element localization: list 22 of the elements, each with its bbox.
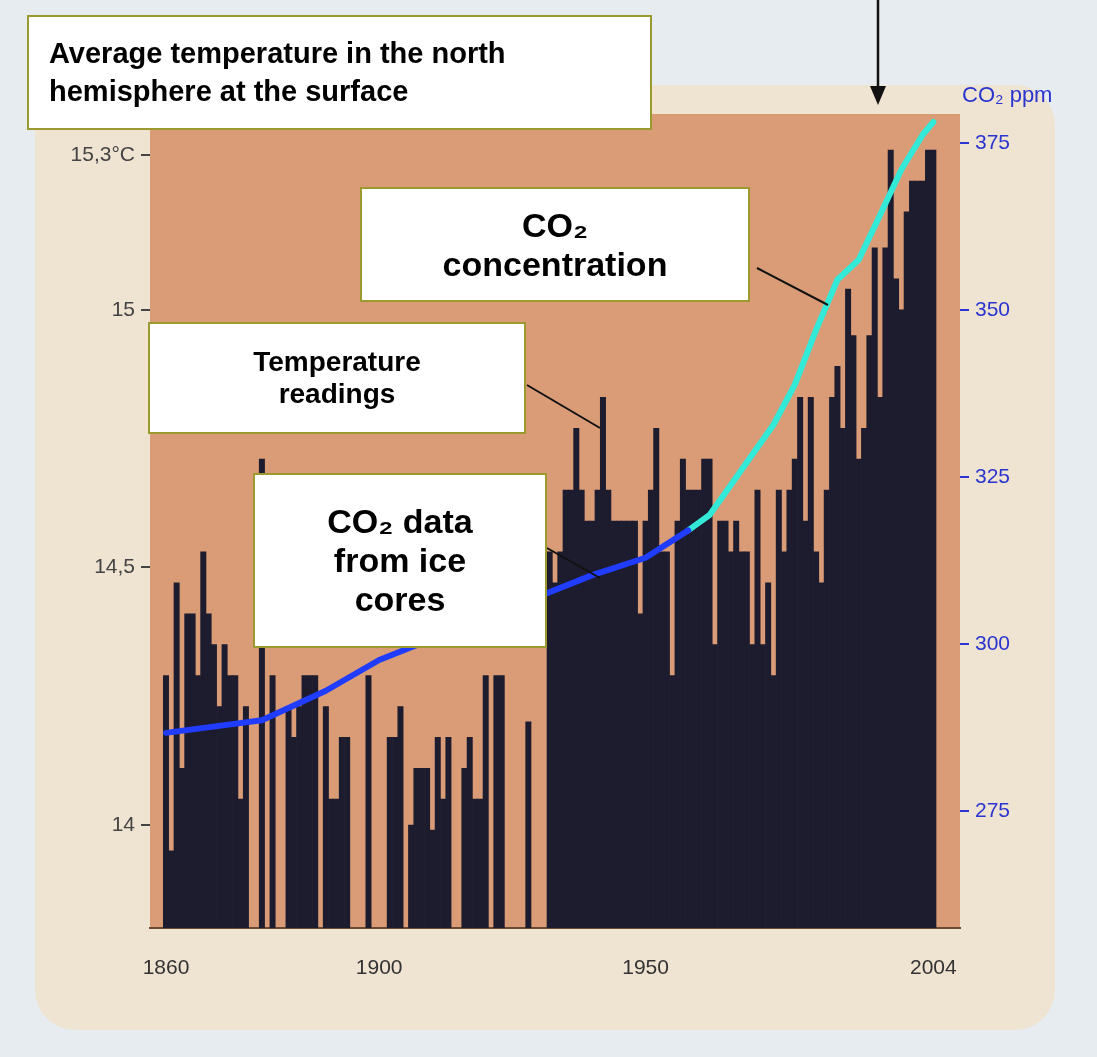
y-tick-label: 15,3°C xyxy=(70,142,135,166)
x-tick-label: 1900 xyxy=(355,955,403,979)
y2-axis-title: CO₂ ppm xyxy=(962,82,1053,108)
x-tick-label: 2004 xyxy=(910,955,958,979)
chart-title: Average temperature in the north hemisphere at the surface xyxy=(49,35,507,109)
annotation: CO₂ data from ice cores xyxy=(326,502,474,619)
label-box: CO₂ data from ice cores xyxy=(253,473,547,648)
x-tick-label: 1860 xyxy=(142,955,190,979)
x-tick-label: 1950 xyxy=(622,955,669,979)
y-tick-label: 15 xyxy=(111,296,135,320)
annotation: Temperature readings xyxy=(252,346,422,410)
y-tick-label: 14,5 xyxy=(94,554,135,578)
y2-tick-label: 325 xyxy=(975,463,1011,487)
label-box: Average temperature in the north hemisphere at the surface xyxy=(27,15,652,130)
y2-tick-label: 375 xyxy=(975,129,1011,153)
y-tick-label: 14 xyxy=(111,811,136,835)
label-box: Temperature readings xyxy=(148,322,526,434)
y2-tick-label: 300 xyxy=(975,630,1011,654)
label-box: CO₂ concentration xyxy=(360,187,750,302)
y2-tick-label: 350 xyxy=(975,296,1011,320)
y2-tick-label: 275 xyxy=(975,797,1011,821)
annotation: CO₂ concentration xyxy=(441,205,669,284)
